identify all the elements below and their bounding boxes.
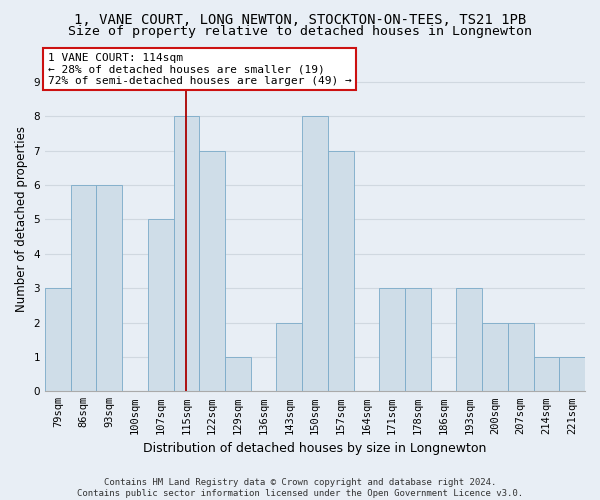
- Text: 1, VANE COURT, LONG NEWTON, STOCKTON-ON-TEES, TS21 1PB: 1, VANE COURT, LONG NEWTON, STOCKTON-ON-…: [74, 12, 526, 26]
- Bar: [482, 322, 508, 392]
- Text: Size of property relative to detached houses in Longnewton: Size of property relative to detached ho…: [68, 25, 532, 38]
- Bar: [328, 150, 353, 392]
- Bar: [173, 116, 199, 392]
- Bar: [559, 357, 585, 392]
- Bar: [45, 288, 71, 392]
- Bar: [405, 288, 431, 392]
- Bar: [71, 185, 97, 392]
- Y-axis label: Number of detached properties: Number of detached properties: [15, 126, 28, 312]
- Bar: [508, 322, 533, 392]
- Bar: [302, 116, 328, 392]
- X-axis label: Distribution of detached houses by size in Longnewton: Distribution of detached houses by size …: [143, 442, 487, 455]
- Bar: [148, 220, 173, 392]
- Bar: [225, 357, 251, 392]
- Text: 1 VANE COURT: 114sqm
← 28% of detached houses are smaller (19)
72% of semi-detac: 1 VANE COURT: 114sqm ← 28% of detached h…: [48, 52, 352, 86]
- Bar: [457, 288, 482, 392]
- Bar: [199, 150, 225, 392]
- Bar: [379, 288, 405, 392]
- Bar: [277, 322, 302, 392]
- Text: Contains HM Land Registry data © Crown copyright and database right 2024.
Contai: Contains HM Land Registry data © Crown c…: [77, 478, 523, 498]
- Bar: [97, 185, 122, 392]
- Bar: [533, 357, 559, 392]
